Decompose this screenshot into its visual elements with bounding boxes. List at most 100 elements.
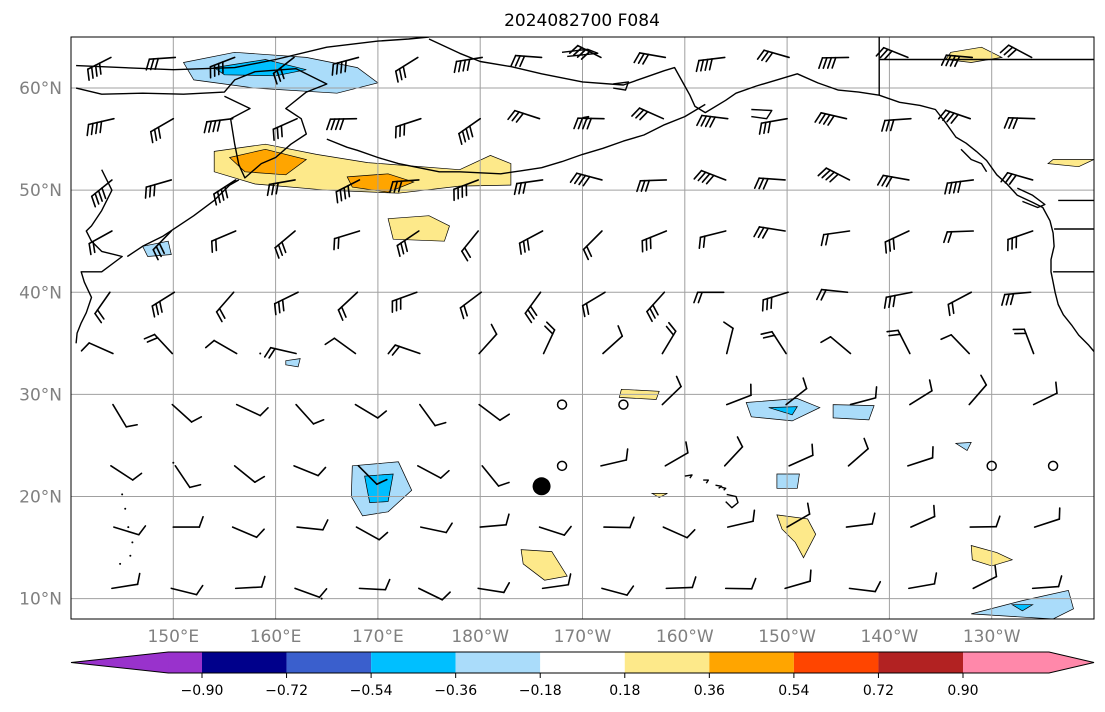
wind-barb [266,179,296,197]
lon-label: 160°W [656,627,714,647]
wind-barb [394,117,422,139]
wind-barb [940,54,974,68]
wind-barb [881,117,912,132]
coast-nunivak [613,81,630,91]
lat-label: 40°N [19,283,62,303]
colorbar-label: −0.36 [434,683,477,699]
wind-barb [695,56,726,73]
wind-barb [213,179,237,206]
wind-barb [272,117,298,142]
lon-label: 170°W [554,627,612,647]
wind-barb [820,336,852,355]
colorbar-outline [70,651,1095,674]
equatorial-positive-west [520,549,568,581]
wind-barb [459,291,483,320]
wind-barb [90,179,113,208]
wind-barb [507,109,541,123]
island-dot [172,461,175,464]
wind-barb [601,585,635,596]
island-dot [124,507,127,510]
wind-barb [151,291,176,318]
wind-barb [723,321,734,355]
island-dot [259,352,262,355]
lon-label: 150°E [147,627,199,647]
wind-barb [357,465,388,486]
latitude-labels: 10°N 20°N 30°N 40°N 50°N 60°N [19,79,62,610]
wind-barb [662,526,696,539]
wind-barb [295,403,325,425]
wind-barb [233,465,266,484]
map-panel[interactable] [70,36,1095,620]
wind-barb [633,52,667,65]
wind-barb [937,109,972,124]
markers [532,399,1059,496]
lon-label: 130°W [963,627,1021,647]
coast-sakhalin-japan [75,169,123,344]
lon-label: 180°W [451,627,509,647]
wind-barb [581,291,606,318]
calm-wind-marker [1047,460,1059,472]
wind-barb [725,383,752,406]
wind-barb [333,230,361,251]
colorbar-label: −0.18 [519,683,562,699]
wind-barb [418,587,451,601]
wind-barb [818,56,850,70]
colorbar-segment [371,652,456,673]
wind-barb [876,174,910,188]
wind-barb [784,569,812,590]
tropical-negative-west-core [364,473,394,503]
wind-barb [1031,575,1063,590]
wind-barb [477,582,511,594]
wind-barb [389,179,420,194]
wind-barb [272,56,295,85]
coast-st-lawrence [561,48,599,58]
island-dot [129,554,132,557]
colorbar-segment [202,652,287,673]
wind-barb [234,575,266,590]
wind-barb [909,379,933,406]
wind-barb [907,446,934,467]
aleutian-core-east [346,173,415,193]
wind-barb [698,230,727,250]
wind-barb [542,321,556,355]
lon-label: 150°W [758,627,816,647]
wind-barb [143,333,174,355]
island-dot [320,597,323,600]
coast-vancouver [1017,187,1046,209]
wind-barb [204,339,238,355]
coast-kuril [126,179,240,258]
wind-barb [80,342,114,355]
hawaii-east-negative [776,473,800,489]
longitude-labels: 150°E 160°E 170°E 180°W 170°W 160°W 150°W 140°W… [147,627,1020,647]
wind-barb [215,291,235,323]
colorbar-label: 0.72 [863,683,894,699]
wind-barb [815,288,849,301]
wind-barb [756,49,790,63]
wind-barb [1012,328,1035,355]
wind-barb [110,465,143,481]
wind-barb [817,167,851,183]
coast-hawaii2 [703,479,709,484]
wind-barb [144,179,173,199]
storm-center[interactable] [532,477,551,496]
wind-barb [883,291,913,309]
wind-barb [113,525,147,536]
lat-label: 10°N [19,590,62,610]
calm-wind-marker [556,460,568,472]
wind-barb [661,375,682,406]
subtropical-negative-east-core [768,406,798,416]
wind-barb [761,291,789,312]
colorbar-segment [540,652,625,673]
wind-barb [231,526,265,539]
coast-hawaii-big [725,493,739,509]
colorbar-extend-high [1049,652,1094,673]
coast-hawaii [684,474,693,479]
colorbar-label: 0.90 [947,683,978,699]
wind-barb [1033,507,1061,528]
wind-barb [337,291,359,321]
wind-barb [417,465,450,479]
wind-barb [203,117,234,134]
small-negative-east [954,442,972,452]
wind-barb [209,56,236,79]
